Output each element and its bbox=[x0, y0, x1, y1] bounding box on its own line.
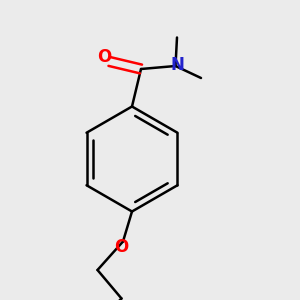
Text: O: O bbox=[98, 48, 112, 66]
Text: N: N bbox=[170, 56, 184, 74]
Text: O: O bbox=[114, 238, 129, 256]
